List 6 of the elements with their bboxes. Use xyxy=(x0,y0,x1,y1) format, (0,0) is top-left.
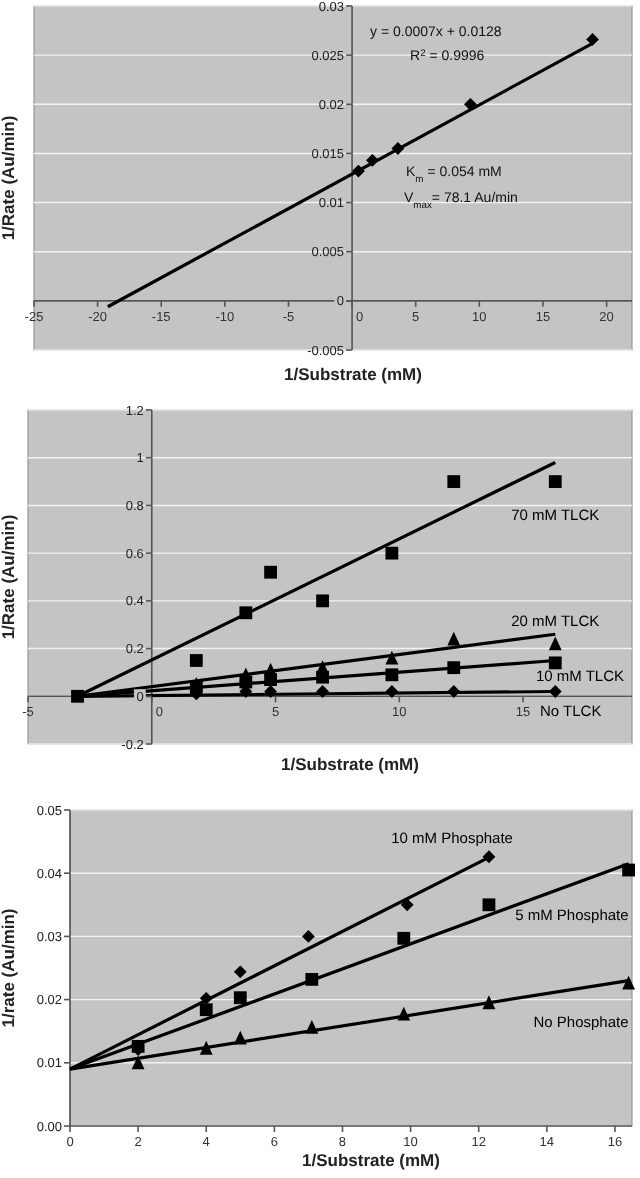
x-axis-title: 1/Substrate (mM) xyxy=(302,1150,441,1170)
x-axis-title: 1/Substrate (mM) xyxy=(281,754,420,774)
x-axis-title: 1/Substrate (mM) xyxy=(284,364,423,384)
y-axis-title: 1/Rate (Au/min) xyxy=(0,115,18,241)
y-axis-title: 1/rate (Au/min) xyxy=(0,908,18,1028)
y-axis-title: 1/Rate (Au/min) xyxy=(0,514,18,640)
